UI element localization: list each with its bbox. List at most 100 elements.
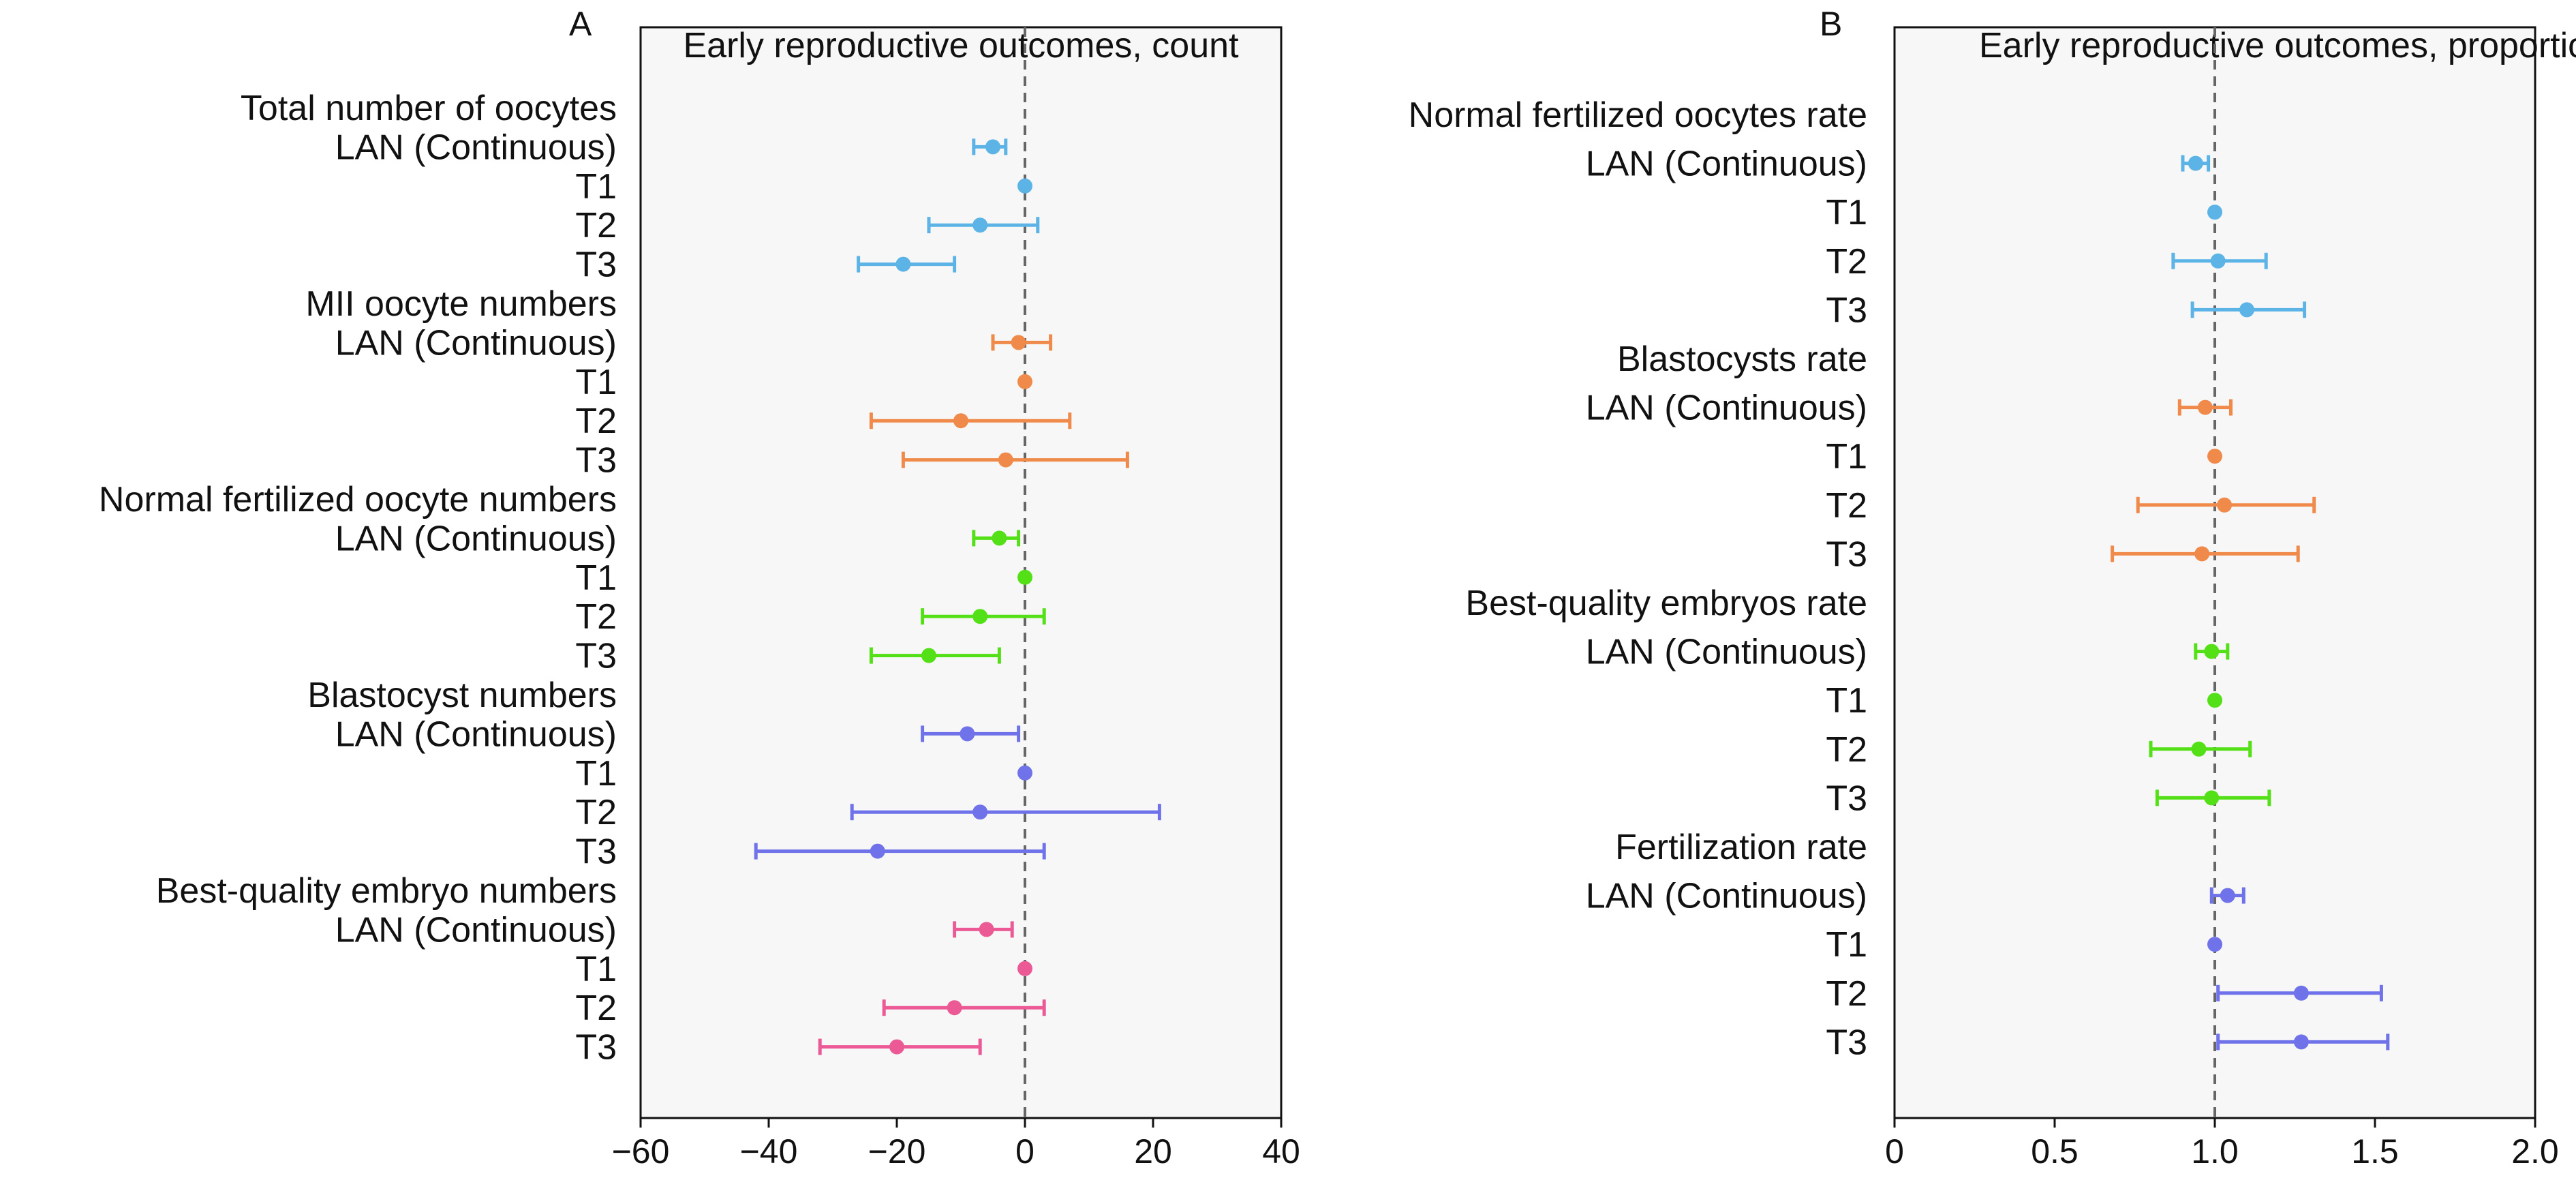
plot-area bbox=[639, 26, 1283, 1119]
point-estimate bbox=[889, 1039, 904, 1055]
point-estimate bbox=[947, 1000, 962, 1016]
point-estimate bbox=[2207, 937, 2222, 952]
panel-title: Early reproductive outcomes, proportion bbox=[1979, 26, 2576, 65]
row-label: T2 bbox=[575, 988, 617, 1028]
row-label: LAN (Continuous) bbox=[335, 127, 617, 167]
group-label: Fertilization rate bbox=[1615, 828, 1867, 867]
group-label: Best-quality embryos rate bbox=[1465, 584, 1867, 623]
row-label: LAN (Continuous) bbox=[335, 519, 617, 558]
x-axis-title-text: (95% bbox=[2166, 1189, 2268, 1193]
row-label: T2 bbox=[575, 597, 617, 637]
x-tick-label: −60 bbox=[612, 1132, 670, 1171]
row-label: T1 bbox=[1826, 925, 1867, 965]
point-estimate bbox=[953, 413, 968, 429]
x-axis-title-italic-prefix: RR bbox=[2115, 1189, 2166, 1193]
point-estimate bbox=[1017, 178, 1032, 194]
point-estimate bbox=[972, 217, 988, 233]
group-label: Blastocysts rate bbox=[1617, 339, 1867, 379]
x-tick-label: 2.0 bbox=[2511, 1132, 2559, 1171]
point-estimate bbox=[1017, 765, 1032, 781]
point-estimate bbox=[870, 843, 885, 859]
x-tick-label: −20 bbox=[868, 1132, 926, 1171]
row-label: LAN (Continuous) bbox=[1586, 145, 1867, 184]
row-label: T3 bbox=[575, 245, 617, 285]
row-label: LAN (Continuous) bbox=[1586, 877, 1867, 916]
row-label: T2 bbox=[1826, 242, 1867, 282]
point-estimate bbox=[2204, 644, 2220, 659]
row-label: T2 bbox=[1826, 974, 1867, 1014]
row-label: T1 bbox=[1826, 193, 1867, 232]
row-label: T2 bbox=[1826, 486, 1867, 526]
row-label: LAN (Continuous) bbox=[335, 323, 617, 363]
x-tick-label: 0 bbox=[1885, 1132, 1904, 1171]
panel-letter: B bbox=[1820, 5, 1842, 43]
point-estimate bbox=[998, 452, 1013, 468]
row-label: LAN (Continuous) bbox=[335, 714, 617, 754]
row-label: T3 bbox=[1826, 1023, 1867, 1062]
row-label: T2 bbox=[575, 793, 617, 832]
row-label: T1 bbox=[575, 167, 617, 207]
point-estimate bbox=[2191, 741, 2207, 757]
x-axis-title-italic: CI bbox=[2268, 1189, 2303, 1193]
point-estimate bbox=[2239, 302, 2254, 318]
x-tick-label: 40 bbox=[1262, 1132, 1300, 1171]
row-label: T2 bbox=[575, 402, 617, 441]
point-estimate bbox=[1017, 569, 1032, 585]
point-estimate bbox=[2293, 985, 2309, 1001]
row-label: T3 bbox=[575, 832, 617, 872]
row-label: T1 bbox=[1826, 681, 1867, 721]
row-label: T3 bbox=[1826, 290, 1867, 330]
point-estimate bbox=[2204, 790, 2220, 806]
x-axis-title-suffix: ) bbox=[2303, 1189, 2315, 1193]
panel-title: Early reproductive outcomes, count bbox=[683, 26, 1239, 65]
row-label: T1 bbox=[575, 950, 617, 989]
row-label: T3 bbox=[1826, 534, 1867, 574]
row-label: T3 bbox=[575, 441, 617, 481]
point-estimate bbox=[2188, 155, 2203, 171]
point-estimate bbox=[2194, 546, 2210, 562]
x-tick-label: 0.5 bbox=[2031, 1132, 2079, 1171]
row-label: T3 bbox=[575, 1028, 617, 1068]
point-estimate bbox=[921, 648, 936, 663]
x-tick-label: 20 bbox=[1134, 1132, 1172, 1171]
point-estimate bbox=[985, 139, 1000, 155]
panel-letter: A bbox=[569, 5, 592, 43]
point-estimate bbox=[1017, 961, 1032, 976]
x-axis-title: RR (95% CI) bbox=[2115, 1189, 2316, 1193]
row-label: T3 bbox=[575, 637, 617, 676]
row-label: LAN (Continuous) bbox=[335, 910, 617, 950]
row-label: T2 bbox=[1826, 730, 1867, 770]
group-label: Total number of oocytes bbox=[241, 89, 617, 128]
point-estimate bbox=[960, 726, 975, 742]
point-estimate bbox=[2207, 205, 2222, 220]
group-label: MII oocyte numbers bbox=[305, 284, 617, 324]
x-axis-title-text: Percent changes (95% bbox=[753, 1189, 1122, 1193]
x-tick-label: 1.5 bbox=[2351, 1132, 2399, 1171]
row-label: LAN (Continuous) bbox=[1586, 633, 1867, 672]
point-estimate bbox=[1017, 374, 1032, 389]
point-estimate bbox=[972, 609, 988, 624]
x-tick-label: 0 bbox=[1015, 1132, 1034, 1171]
row-label: LAN (Continuous) bbox=[1586, 389, 1867, 428]
group-label: Blastocyst numbers bbox=[307, 676, 617, 715]
point-estimate bbox=[2293, 1034, 2309, 1050]
x-axis-title-suffix: ) bbox=[1157, 1189, 1169, 1193]
group-label: Normal fertilized oocytes rate bbox=[1409, 95, 1867, 135]
row-label: T3 bbox=[1826, 779, 1867, 818]
point-estimate bbox=[2220, 888, 2235, 903]
point-estimate bbox=[2207, 449, 2222, 464]
x-axis-title: Percent changes (95% CI) bbox=[753, 1189, 1169, 1193]
group-label: Best-quality embryo numbers bbox=[156, 871, 617, 911]
point-estimate bbox=[979, 922, 994, 937]
row-label: T1 bbox=[575, 363, 617, 402]
point-estimate bbox=[2210, 253, 2226, 269]
panel-a: A Early reproductive outcomes, count −60 −4… bbox=[99, 5, 1300, 1193]
row-label: T1 bbox=[575, 754, 617, 794]
row-label: T2 bbox=[575, 206, 617, 245]
x-tick-label: 1.0 bbox=[2191, 1132, 2239, 1171]
x-axis-title-italic: CI bbox=[1122, 1189, 1157, 1193]
point-estimate bbox=[2197, 399, 2213, 415]
panel-b: B Early reproductive outcomes, proportion… bbox=[1409, 5, 2576, 1193]
point-estimate bbox=[972, 804, 988, 820]
